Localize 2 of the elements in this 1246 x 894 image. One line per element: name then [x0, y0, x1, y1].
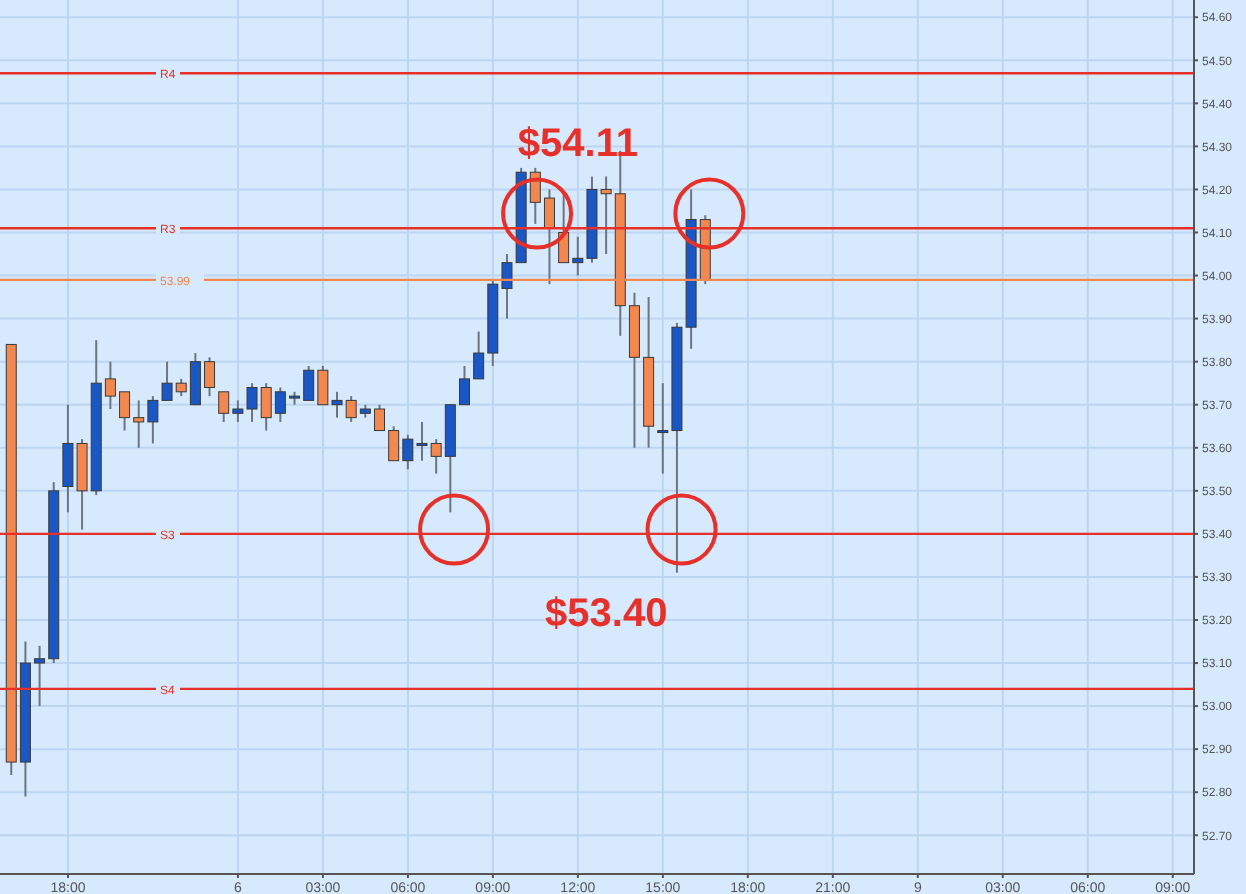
annotation: $53.40	[545, 591, 668, 636]
annotation: $54.11	[517, 122, 638, 167]
